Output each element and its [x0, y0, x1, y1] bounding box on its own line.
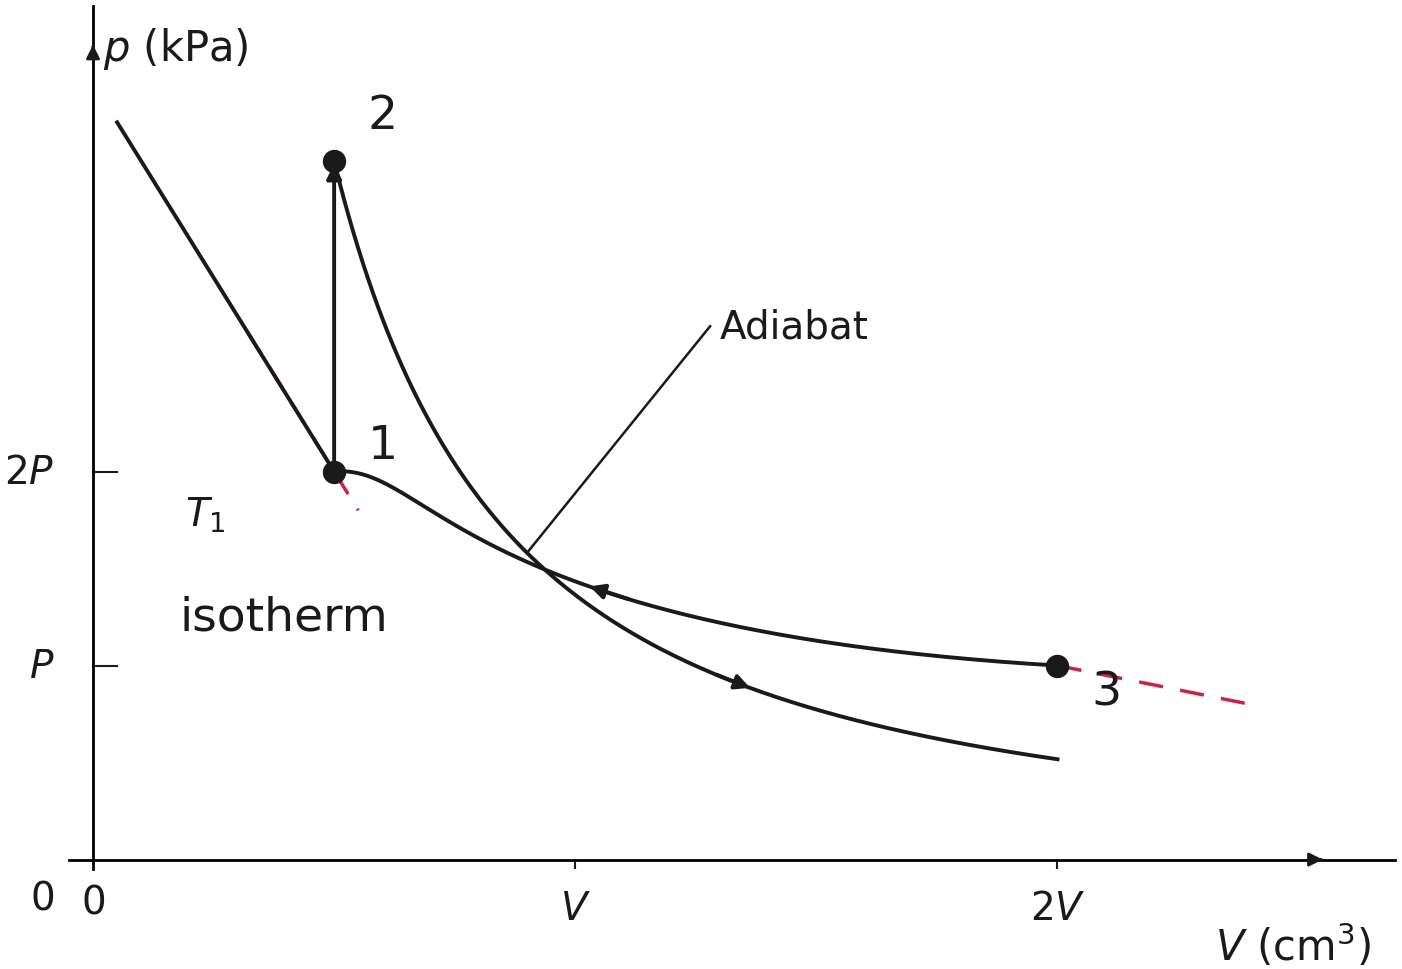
Point — [1046, 658, 1068, 673]
Text: $2V$: $2V$ — [1029, 889, 1085, 926]
Text: $T_1$: $T_1$ — [185, 495, 226, 534]
Text: 1: 1 — [367, 423, 398, 468]
Text: isotherm: isotherm — [179, 595, 388, 640]
Text: $2P$: $2P$ — [4, 453, 55, 491]
Text: 2: 2 — [367, 94, 398, 139]
Text: $0$: $0$ — [31, 879, 55, 917]
Text: $P$: $P$ — [29, 647, 55, 685]
Text: $V$: $V$ — [559, 889, 590, 926]
Text: $p$ (kPa): $p$ (kPa) — [102, 26, 248, 73]
Point — [322, 464, 345, 480]
Text: Adiabat: Adiabat — [719, 308, 869, 346]
Text: 3: 3 — [1091, 670, 1122, 715]
Text: $V$ (cm$^3$): $V$ (cm$^3$) — [1214, 922, 1371, 969]
Text: $0$: $0$ — [81, 883, 105, 921]
Point — [322, 154, 345, 170]
